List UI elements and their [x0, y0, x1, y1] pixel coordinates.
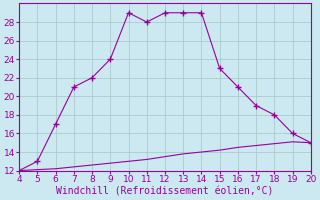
- X-axis label: Windchill (Refroidissement éolien,°C): Windchill (Refroidissement éolien,°C): [56, 187, 274, 197]
